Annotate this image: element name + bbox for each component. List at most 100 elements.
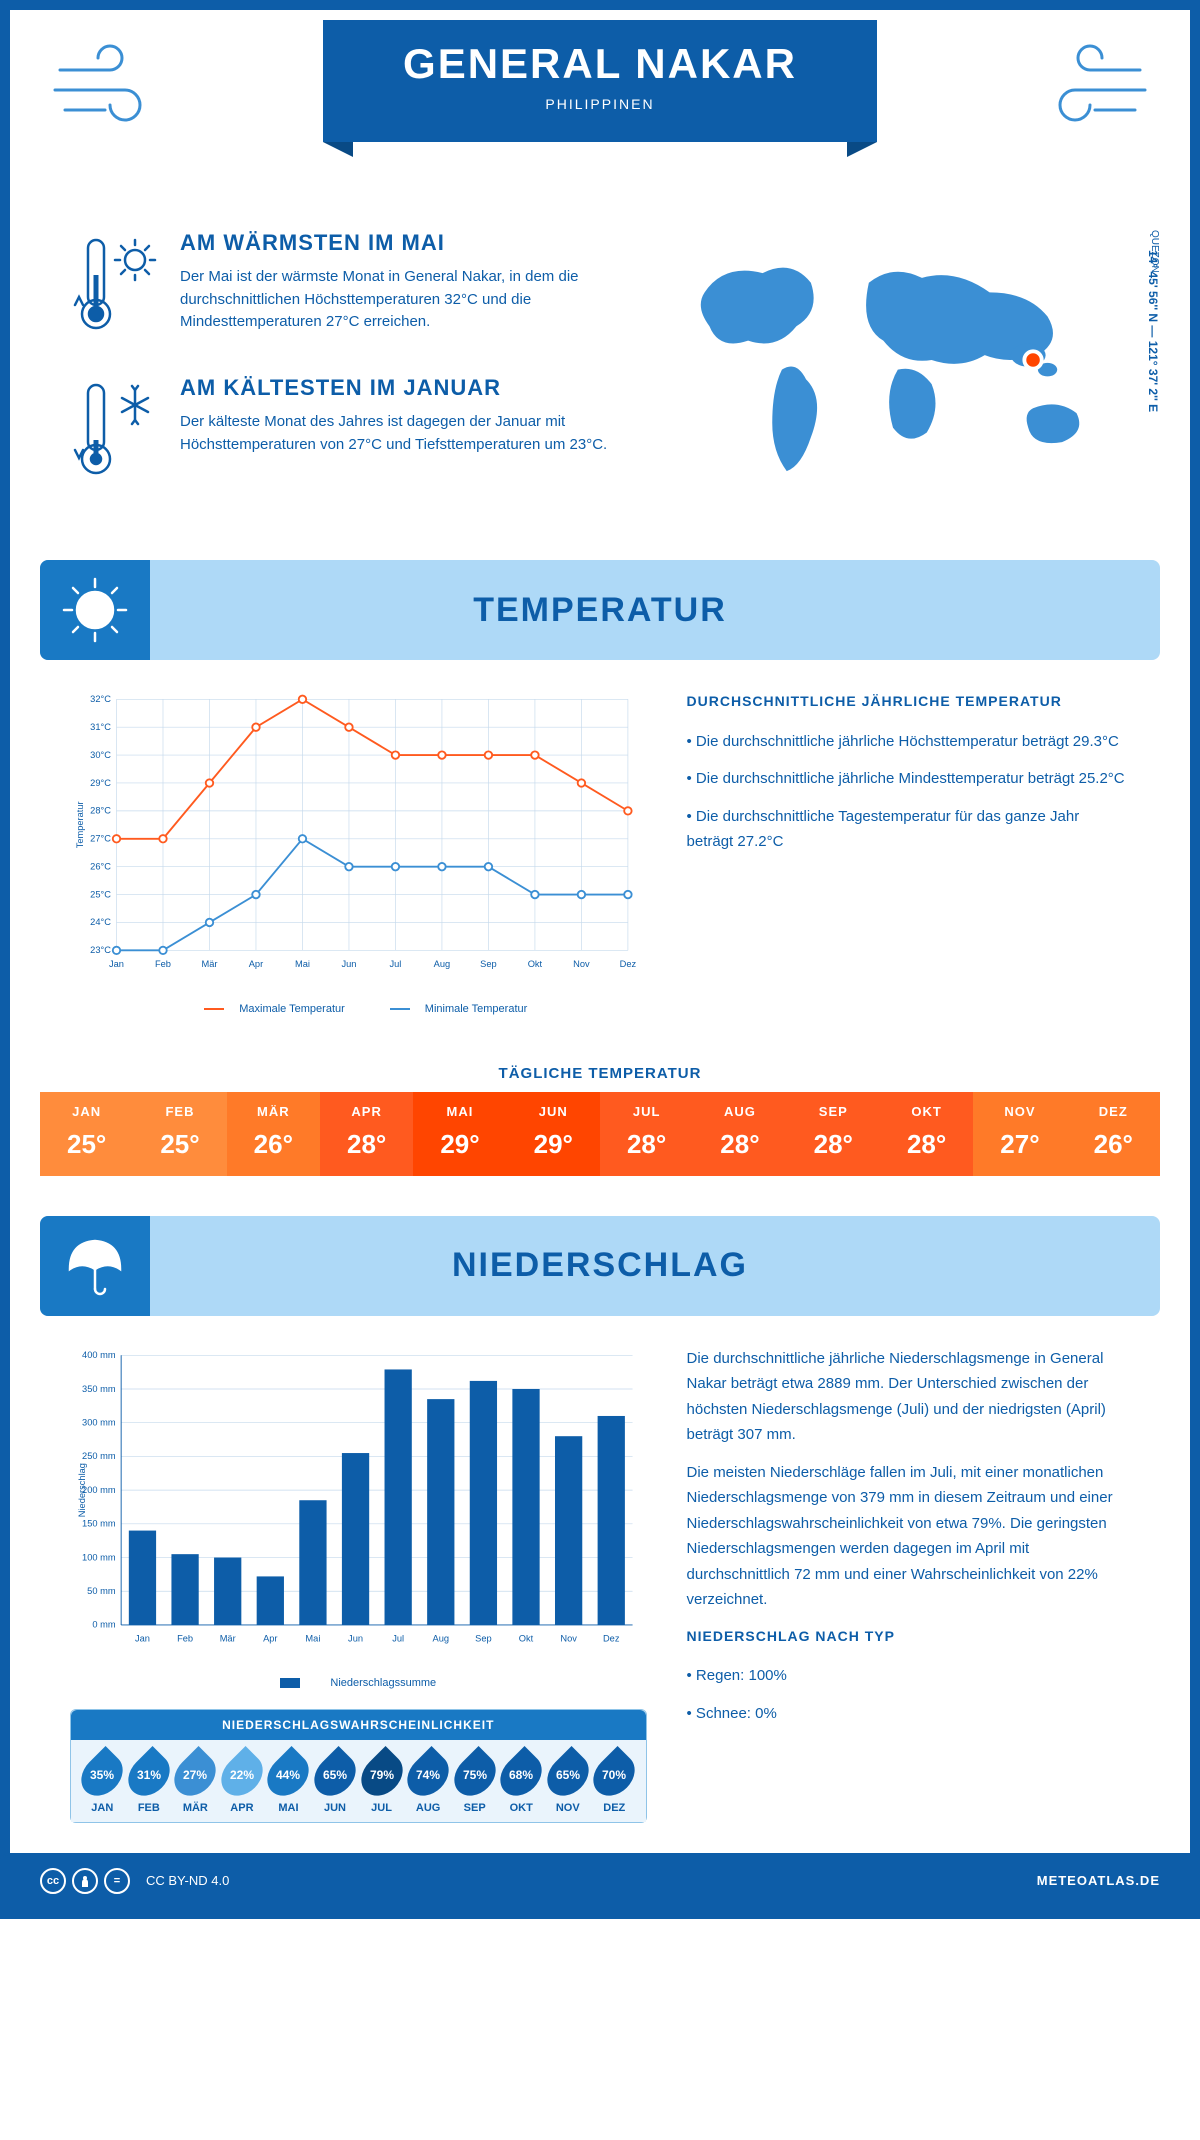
probability-cell: 65%NOV <box>544 1752 591 1814</box>
svg-text:Nov: Nov <box>573 959 590 969</box>
cc-icon: cc <box>40 1868 66 1894</box>
svg-text:27°C: 27°C <box>90 834 111 844</box>
probability-cell: 31%FEB <box>126 1752 173 1814</box>
site-name: METEOATLAS.DE <box>1037 1873 1160 1888</box>
svg-text:25°C: 25°C <box>90 889 111 899</box>
daily-temperature-table: JAN25°FEB25°MÄR26°APR28°MAI29°JUN29°JUL2… <box>40 1092 1160 1176</box>
probability-cell: 68%OKT <box>498 1752 545 1814</box>
precip-text-2: Die meisten Niederschläge fallen im Juli… <box>687 1460 1130 1613</box>
probability-cell: 74%AUG <box>405 1752 452 1814</box>
thermometer-sun-icon <box>70 230 160 345</box>
probability-cell: 27%MÄR <box>172 1752 219 1814</box>
fact-warmest: AM WÄRMSTEN IM MAI Der Mai ist der wärms… <box>70 230 626 345</box>
svg-text:Jun: Jun <box>341 959 356 969</box>
section-title-precipitation: NIEDERSCHLAG <box>452 1246 748 1285</box>
page-title: GENERAL NAKAR <box>403 40 797 88</box>
fact-coldest-title: AM KÄLTESTEN IM JANUAR <box>180 375 626 401</box>
svg-text:200 mm: 200 mm <box>82 1484 116 1494</box>
daily-temp-cell: JAN25° <box>40 1092 133 1176</box>
world-map <box>666 230 1130 490</box>
section-header-precipitation: NIEDERSCHLAG <box>40 1216 1160 1316</box>
svg-text:Nov: Nov <box>560 1633 577 1643</box>
daily-temp-title: TÄGLICHE TEMPERATUR <box>10 1065 1190 1082</box>
svg-text:Aug: Aug <box>433 1633 450 1643</box>
probability-cell: 79%JUL <box>358 1752 405 1814</box>
svg-text:23°C: 23°C <box>90 945 111 955</box>
probability-cell: 22%APR <box>219 1752 266 1814</box>
probability-title: NIEDERSCHLAGSWAHRSCHEINLICHKEIT <box>71 1710 646 1740</box>
svg-text:Niederschlag: Niederschlag <box>77 1463 87 1517</box>
svg-text:Okt: Okt <box>519 1633 534 1643</box>
probability-row: 35%JAN31%FEB27%MÄR22%APR44%MAI65%JUN79%J… <box>71 1740 646 1822</box>
svg-text:Feb: Feb <box>177 1633 193 1643</box>
intro-section: AM WÄRMSTEN IM MAI Der Mai ist der wärms… <box>10 210 1190 560</box>
temperature-legend: Maximale TemperaturMinimale Temperatur <box>70 1003 647 1015</box>
footer: cc = CC BY-ND 4.0 METEOATLAS.DE <box>10 1853 1190 1909</box>
svg-text:150 mm: 150 mm <box>82 1518 116 1528</box>
probability-cell: 75%SEP <box>451 1752 498 1814</box>
coordinates: 14° 45' 56'' N — 121° 37' 2'' E <box>1146 250 1160 412</box>
umbrella-icon <box>40 1216 150 1316</box>
svg-text:28°C: 28°C <box>90 806 111 816</box>
daily-temp-cell: DEZ26° <box>1067 1092 1160 1176</box>
precipitation-legend: Niederschlagssumme <box>70 1677 647 1689</box>
svg-text:Okt: Okt <box>528 959 543 969</box>
license-text: CC BY-ND 4.0 <box>146 1873 229 1888</box>
fact-coldest: AM KÄLTESTEN IM JANUAR Der kälteste Mona… <box>70 375 626 490</box>
svg-text:Mai: Mai <box>305 1633 320 1643</box>
daily-temp-cell: APR28° <box>320 1092 413 1176</box>
svg-text:Dez: Dez <box>603 1633 620 1643</box>
svg-text:Apr: Apr <box>263 1633 277 1643</box>
precipitation-probability-box: NIEDERSCHLAGSWAHRSCHEINLICHKEIT 35%JAN31… <box>70 1709 647 1823</box>
infographic-frame: GENERAL NAKAR PHILIPPINEN AM WÄRMSTEN IM… <box>0 0 1200 1919</box>
license-block: cc = CC BY-ND 4.0 <box>40 1868 229 1894</box>
svg-text:Temperatur: Temperatur <box>75 801 85 848</box>
svg-text:50 mm: 50 mm <box>87 1586 116 1596</box>
temp-bullet: • Die durchschnittliche Tagestemperatur … <box>687 804 1130 855</box>
daily-temp-cell: FEB25° <box>133 1092 226 1176</box>
svg-text:Feb: Feb <box>155 959 171 969</box>
thermometer-snow-icon <box>70 375 160 490</box>
daily-temp-cell: MÄR26° <box>227 1092 320 1176</box>
svg-text:Mär: Mär <box>201 959 217 969</box>
temperature-line-chart: 23°C24°C25°C26°C27°C28°C29°C30°C31°C32°C… <box>70 690 647 988</box>
daily-temp-cell: OKT28° <box>880 1092 973 1176</box>
daily-temp-cell: SEP28° <box>787 1092 880 1176</box>
temp-summary-title: DURCHSCHNITTLICHE JÄHRLICHE TEMPERATUR <box>687 690 1130 714</box>
page-subtitle: PHILIPPINEN <box>403 96 797 112</box>
svg-text:32°C: 32°C <box>90 694 111 704</box>
svg-text:350 mm: 350 mm <box>82 1383 116 1393</box>
svg-text:100 mm: 100 mm <box>82 1552 116 1562</box>
wind-icon-left <box>50 40 170 135</box>
precip-text-1: Die durchschnittliche jährliche Niedersc… <box>687 1346 1130 1448</box>
svg-text:Aug: Aug <box>434 959 451 969</box>
temp-summary-bullets: • Die durchschnittliche jährliche Höchst… <box>687 729 1130 855</box>
by-icon <box>72 1868 98 1894</box>
svg-text:Sep: Sep <box>475 1633 492 1643</box>
daily-temp-cell: NOV27° <box>973 1092 1066 1176</box>
daily-temp-cell: MAI29° <box>413 1092 506 1176</box>
title-banner: GENERAL NAKAR PHILIPPINEN <box>323 20 877 142</box>
precipitation-bar-chart: 0 mm50 mm100 mm150 mm200 mm250 mm300 mm3… <box>70 1346 647 1662</box>
daily-temp-cell: JUN29° <box>507 1092 600 1176</box>
fact-warmest-title: AM WÄRMSTEN IM MAI <box>180 230 626 256</box>
svg-text:Apr: Apr <box>249 959 263 969</box>
svg-text:Jan: Jan <box>135 1633 150 1643</box>
svg-text:400 mm: 400 mm <box>82 1350 116 1360</box>
svg-text:Mär: Mär <box>220 1633 236 1643</box>
svg-text:Sep: Sep <box>480 959 497 969</box>
header: GENERAL NAKAR PHILIPPINEN <box>10 10 1190 210</box>
sun-icon <box>40 560 150 660</box>
svg-text:Jul: Jul <box>392 1633 404 1643</box>
precip-type-bullet: • Regen: 100% <box>687 1663 1130 1689</box>
precipitation-row: 0 mm50 mm100 mm150 mm200 mm250 mm300 mm3… <box>10 1316 1190 1853</box>
precip-type-bullets: • Regen: 100% • Schnee: 0% <box>687 1663 1130 1726</box>
temperature-row: 23°C24°C25°C26°C27°C28°C29°C30°C31°C32°C… <box>10 660 1190 1045</box>
svg-text:Jan: Jan <box>109 959 124 969</box>
svg-text:31°C: 31°C <box>90 722 111 732</box>
precip-type-bullet: • Schnee: 0% <box>687 1701 1130 1727</box>
svg-text:Jun: Jun <box>348 1633 363 1643</box>
svg-text:Dez: Dez <box>620 959 637 969</box>
svg-text:Mai: Mai <box>295 959 310 969</box>
precip-type-title: NIEDERSCHLAG NACH TYP <box>687 1625 1130 1649</box>
